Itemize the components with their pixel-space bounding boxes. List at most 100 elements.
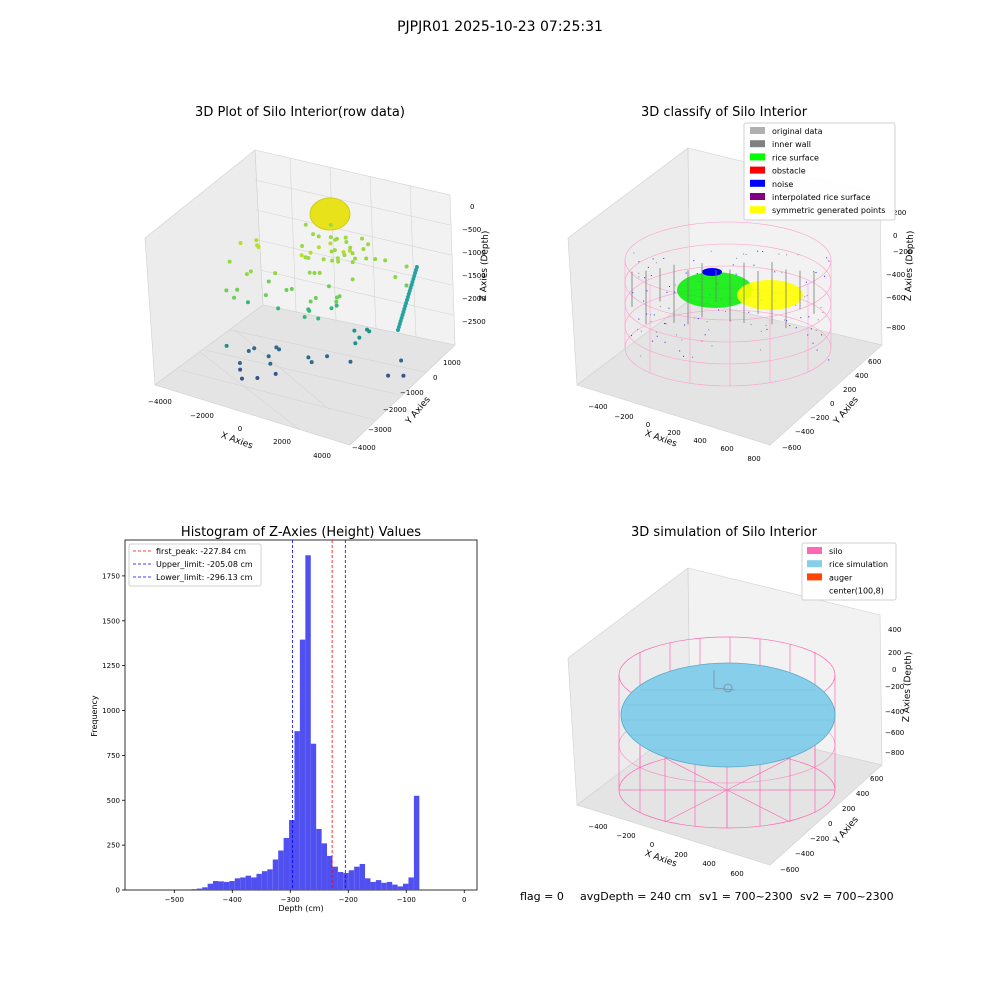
histogram-bar — [272, 859, 279, 890]
raw-point — [333, 237, 338, 242]
simulation-y-tick: 200 — [842, 805, 855, 813]
histogram-bar — [289, 820, 295, 890]
raw-point — [412, 274, 417, 278]
classify-point — [664, 341, 666, 343]
histogram-bar — [261, 871, 268, 890]
classify-point — [691, 356, 693, 358]
simulation-y-tick: −600 — [780, 866, 799, 874]
raw-point — [350, 260, 355, 265]
simulation-z-tick: −200 — [885, 683, 904, 691]
classify-z-tick: −200 — [893, 248, 912, 256]
sv2-text: sv2 = 700~2300 — [800, 890, 894, 903]
histogram-bar — [283, 837, 290, 890]
raw-point — [393, 275, 398, 280]
histogram-bar — [207, 883, 214, 890]
classify-point — [748, 311, 750, 313]
classify-point — [632, 292, 634, 294]
classify-point — [789, 325, 791, 327]
histogram-bar — [299, 639, 306, 890]
classify-legend-swatch — [750, 127, 765, 134]
raw-point — [386, 373, 391, 378]
classify-point — [668, 307, 670, 309]
simulation-legend: silo rice simulation auger center(100,8) — [801, 542, 897, 601]
raw-point — [411, 277, 416, 281]
raw-point — [329, 306, 334, 311]
simulation-y-tick: 400 — [856, 790, 869, 798]
raw-point — [332, 248, 337, 253]
histogram-bars — [191, 555, 420, 890]
raw-point — [316, 245, 321, 250]
raw-point — [252, 346, 257, 351]
raw-point — [326, 284, 331, 289]
simulation-legend-swatch — [807, 547, 822, 554]
raw-point — [317, 270, 322, 275]
histogram-bar — [343, 872, 349, 890]
histogram-bar — [256, 873, 262, 890]
simulation-legend-label: rice simulation — [829, 560, 888, 569]
classify-point — [633, 252, 635, 254]
classify-y-tick: 400 — [855, 372, 868, 380]
raw-point — [284, 288, 289, 293]
classify-point — [805, 281, 807, 283]
raw-point — [406, 292, 411, 296]
raw-point — [402, 307, 407, 311]
classify-legend-label: symmetric generated points — [772, 206, 885, 215]
histogram-title: Histogram of Z-Axies (Height) Values — [181, 525, 421, 540]
histogram-bar — [413, 795, 420, 890]
raw-point — [316, 234, 321, 239]
raw-y-tick: −4000 — [352, 444, 376, 452]
raw-point — [308, 299, 313, 304]
classify-point — [753, 264, 755, 266]
classify-x-tick: 200 — [667, 429, 680, 437]
raw-point — [347, 248, 352, 253]
histogram-x-ticks: −500 −400 −300 −200 −100 0 — [165, 890, 466, 904]
histogram-bar — [294, 731, 300, 890]
classify-point — [655, 331, 657, 333]
simulation-y-tick: 0 — [828, 820, 832, 828]
raw-point — [350, 277, 355, 282]
histogram-bar — [375, 880, 382, 890]
raw-point — [312, 271, 317, 276]
raw-point — [255, 375, 260, 380]
classify-point — [711, 345, 713, 347]
classify-y-tick: 200 — [843, 386, 856, 394]
raw-z-label: Z Axies (Depth) — [479, 231, 491, 302]
raw-point — [373, 257, 378, 262]
rice-surface-mesh — [622, 689, 834, 751]
raw-point-cluster — [309, 197, 351, 231]
classify-legend-label: original data — [772, 127, 823, 136]
raw-point — [238, 367, 243, 372]
simulation-legend-swatch — [807, 560, 822, 568]
raw-point — [334, 303, 339, 308]
auger-marker — [713, 670, 736, 693]
classify-y-tick: 600 — [868, 358, 881, 366]
histogram-bar — [223, 881, 230, 890]
classify-point — [807, 334, 809, 336]
raw-point — [336, 259, 341, 264]
classify-point — [636, 328, 638, 330]
classify-point — [685, 272, 687, 274]
histogram-bar — [234, 878, 241, 890]
raw-point — [403, 304, 408, 308]
raw-point — [309, 360, 314, 365]
classify-legend-label: obstacle — [772, 167, 806, 176]
histogram-y-tick-label: 500 — [107, 797, 120, 805]
raw-point — [302, 315, 307, 320]
classify-y-ticks: 600 400 200 0 −200 −400 −600 — [782, 358, 881, 452]
raw-y-tick: 1000 — [443, 359, 461, 367]
raw-point — [239, 376, 244, 381]
classify-point — [653, 314, 655, 316]
raw-point — [248, 269, 253, 274]
histogram-bar — [397, 886, 404, 890]
classify-point — [647, 266, 649, 268]
raw-point — [321, 257, 326, 262]
raw-point — [405, 298, 409, 302]
classify-floor-pane — [576, 299, 883, 446]
sv1-text: sv1 = 700~2300 — [699, 890, 793, 903]
classify-point — [646, 290, 648, 292]
simulation-y-tick: −400 — [795, 850, 814, 858]
classify-point — [693, 260, 695, 262]
simulation-z-tick: −600 — [885, 729, 904, 737]
raw-y-tick: −1000 — [400, 389, 424, 397]
